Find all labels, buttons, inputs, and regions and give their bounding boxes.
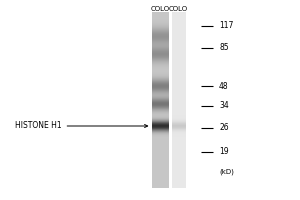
Text: 85: 85 bbox=[219, 44, 229, 52]
Text: (kD): (kD) bbox=[219, 169, 234, 175]
Text: 26: 26 bbox=[219, 123, 229, 132]
Text: HISTONE H1: HISTONE H1 bbox=[15, 121, 148, 130]
Text: 117: 117 bbox=[219, 21, 233, 30]
Text: 48: 48 bbox=[219, 82, 229, 90]
Text: COLO: COLO bbox=[151, 6, 170, 12]
Text: 19: 19 bbox=[219, 148, 229, 156]
Text: 34: 34 bbox=[219, 102, 229, 110]
Text: COLO: COLO bbox=[169, 6, 188, 12]
